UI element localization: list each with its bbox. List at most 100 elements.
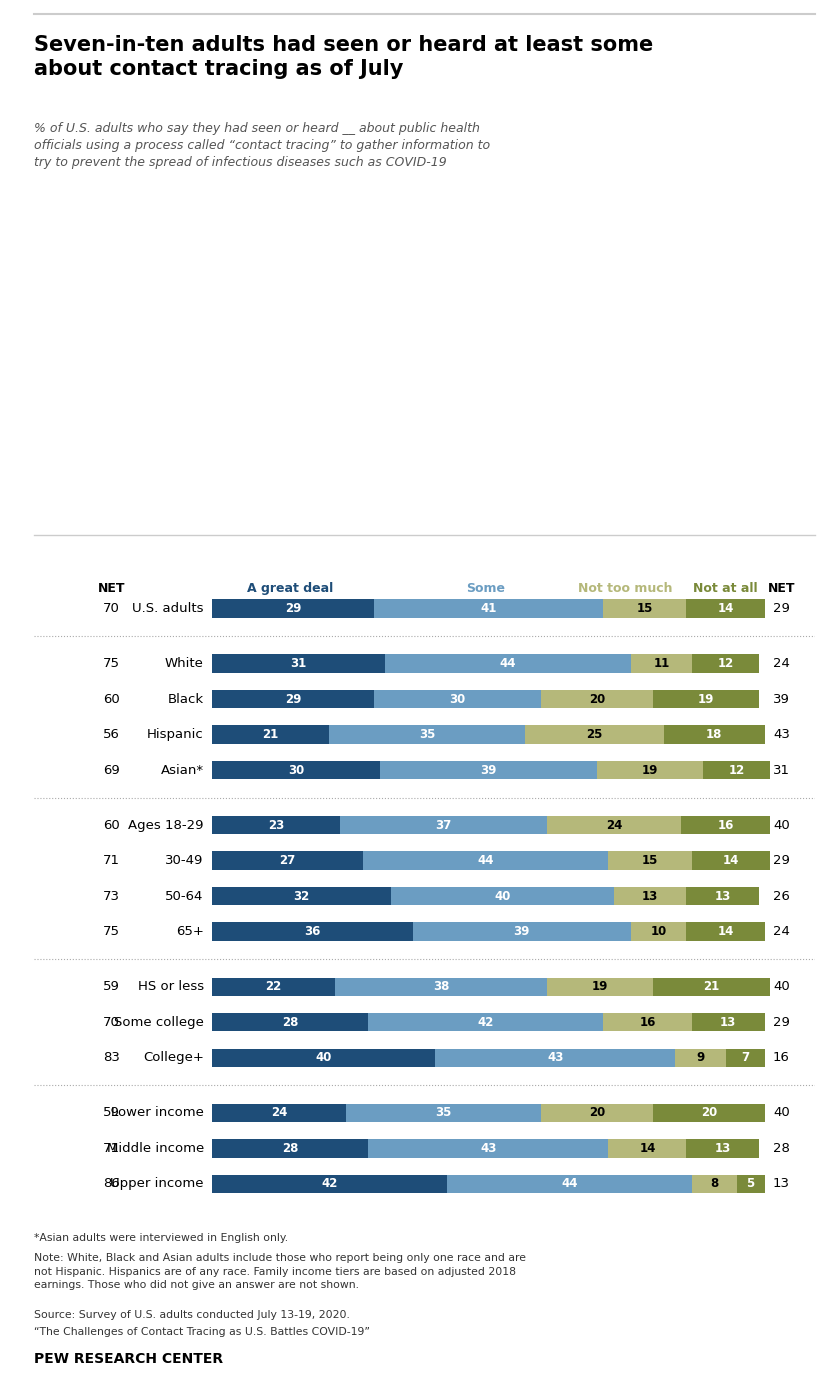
Bar: [213, 761, 380, 779]
Text: 23: 23: [268, 818, 285, 832]
Text: 39: 39: [773, 692, 790, 706]
Bar: [597, 761, 703, 779]
Bar: [726, 1049, 764, 1067]
Text: Middle income: Middle income: [107, 1142, 204, 1155]
Text: 16: 16: [717, 818, 733, 832]
Bar: [692, 1013, 764, 1031]
Bar: [213, 600, 374, 618]
Bar: [692, 1175, 737, 1193]
Bar: [213, 887, 391, 905]
Text: 19: 19: [642, 764, 659, 777]
Text: 60: 60: [103, 692, 120, 706]
Text: 10: 10: [650, 925, 667, 938]
Text: 14: 14: [717, 925, 733, 938]
Bar: [213, 726, 329, 744]
Text: A great deal: A great deal: [247, 582, 333, 596]
Text: 24: 24: [271, 1107, 287, 1119]
Text: “The Challenges of Contact Tracing as U.S. Battles COVID-19”: “The Challenges of Contact Tracing as U.…: [34, 1327, 370, 1336]
Bar: [385, 655, 631, 673]
Bar: [369, 1139, 608, 1158]
Bar: [213, 1139, 369, 1158]
Bar: [435, 1049, 675, 1067]
Text: 24: 24: [606, 818, 622, 832]
Text: 40: 40: [773, 1107, 790, 1119]
Text: 11: 11: [654, 658, 669, 670]
Text: Ages 18-29: Ages 18-29: [129, 818, 204, 832]
Text: 15: 15: [637, 603, 653, 615]
Text: 71: 71: [103, 1142, 120, 1155]
Text: 35: 35: [419, 728, 435, 741]
Text: % of U.S. adults who say they had seen or heard __ about public health
officials: % of U.S. adults who say they had seen o…: [34, 122, 490, 169]
Text: 15: 15: [642, 854, 659, 868]
Bar: [213, 815, 340, 835]
Bar: [653, 977, 770, 996]
Bar: [369, 1013, 603, 1031]
Bar: [686, 923, 764, 941]
Text: 25: 25: [586, 728, 602, 741]
Bar: [547, 977, 653, 996]
Text: 8: 8: [711, 1177, 718, 1190]
Bar: [664, 726, 764, 744]
Text: 32: 32: [293, 890, 310, 902]
Text: 86: 86: [103, 1177, 120, 1190]
Text: 38: 38: [433, 980, 449, 994]
Text: 75: 75: [103, 925, 120, 938]
Bar: [213, 1104, 346, 1122]
Text: 50-64: 50-64: [165, 890, 204, 902]
Text: 16: 16: [639, 1016, 655, 1028]
Text: 40: 40: [773, 980, 790, 994]
Text: 44: 44: [500, 658, 516, 670]
Bar: [213, 655, 385, 673]
Text: 69: 69: [103, 764, 120, 777]
Text: 14: 14: [639, 1142, 655, 1155]
Text: 30: 30: [288, 764, 304, 777]
Text: 14: 14: [717, 603, 733, 615]
Bar: [329, 726, 525, 744]
Text: 16: 16: [773, 1052, 790, 1064]
Text: 43: 43: [480, 1142, 496, 1155]
Text: 24: 24: [773, 925, 790, 938]
Text: 27: 27: [280, 854, 296, 868]
Text: 24: 24: [773, 658, 790, 670]
Text: 30-49: 30-49: [165, 854, 204, 868]
Text: 75: 75: [103, 658, 120, 670]
Text: 56: 56: [103, 728, 120, 741]
Bar: [653, 1104, 764, 1122]
Text: 41: 41: [480, 603, 496, 615]
Bar: [686, 1139, 759, 1158]
Text: 35: 35: [436, 1107, 452, 1119]
Text: 9: 9: [696, 1052, 705, 1064]
Text: 65+: 65+: [176, 925, 204, 938]
Text: 28: 28: [282, 1142, 298, 1155]
Text: 39: 39: [514, 925, 530, 938]
Text: 13: 13: [715, 1142, 731, 1155]
Bar: [541, 690, 653, 709]
Text: 40: 40: [494, 890, 511, 902]
Text: 20: 20: [589, 1107, 606, 1119]
Text: 12: 12: [728, 764, 745, 777]
Text: 40: 40: [773, 818, 790, 832]
Bar: [631, 923, 686, 941]
Text: 28: 28: [282, 1016, 298, 1028]
Text: 83: 83: [103, 1052, 120, 1064]
Text: 60: 60: [103, 818, 120, 832]
Bar: [213, 1013, 369, 1031]
Text: 40: 40: [316, 1052, 332, 1064]
Text: 20: 20: [701, 1107, 717, 1119]
Bar: [213, 977, 335, 996]
Bar: [374, 690, 541, 709]
Bar: [213, 923, 413, 941]
Bar: [346, 1104, 541, 1122]
Text: Note: White, Black and Asian adults include those who report being only one race: Note: White, Black and Asian adults incl…: [34, 1253, 526, 1289]
Text: NET: NET: [768, 582, 795, 596]
Text: 71: 71: [103, 854, 120, 868]
Bar: [608, 1139, 686, 1158]
Text: 18: 18: [706, 728, 722, 741]
Bar: [335, 977, 547, 996]
Text: 42: 42: [321, 1177, 338, 1190]
Text: White: White: [165, 658, 204, 670]
Bar: [213, 1175, 447, 1193]
Bar: [447, 1175, 692, 1193]
Text: 21: 21: [703, 980, 720, 994]
Text: 30: 30: [449, 692, 466, 706]
